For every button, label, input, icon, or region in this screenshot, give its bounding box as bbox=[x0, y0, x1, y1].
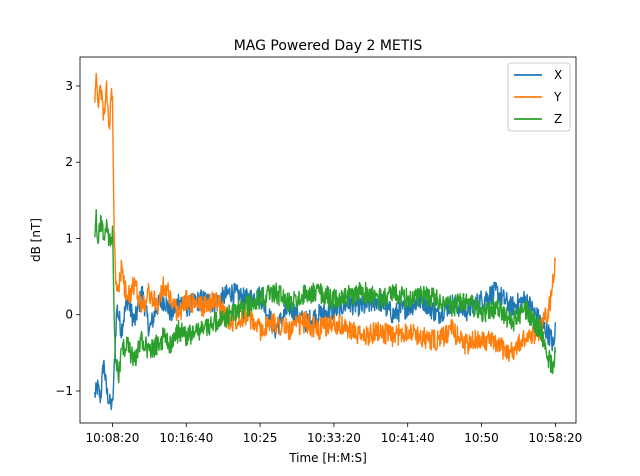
x-tick-label: 10:25 bbox=[243, 431, 278, 445]
y-tick-label: 1 bbox=[65, 231, 73, 245]
legend: XYZ bbox=[507, 62, 571, 132]
y-axis-label: dB [nT] bbox=[29, 218, 43, 262]
x-tick-label: 10:41:40 bbox=[381, 431, 435, 445]
chart-title: MAG Powered Day 2 METIS bbox=[234, 38, 423, 54]
series-line-z bbox=[94, 208, 556, 384]
x-tick-label: 10:16:40 bbox=[159, 431, 213, 445]
y-axis: −1 0 1 2 3 bbox=[55, 79, 80, 398]
x-tick-label: 10:33:20 bbox=[307, 431, 361, 445]
y-tick-label: 3 bbox=[65, 79, 73, 93]
legend-label-z: Z bbox=[554, 112, 562, 126]
y-tick-label: 2 bbox=[65, 155, 73, 169]
y-tick-label: 0 bbox=[65, 308, 73, 322]
legend-label-y: Y bbox=[553, 90, 562, 104]
series-line-y bbox=[94, 72, 556, 362]
x-tick-label: 10:50 bbox=[464, 431, 499, 445]
x-axis-label: Time [H:M:S] bbox=[288, 451, 367, 465]
plot-area bbox=[79, 56, 577, 424]
series-layer bbox=[94, 72, 556, 411]
x-axis: 10:08:20 10:16:40 10:25 10:33:20 10:41:40 10:… bbox=[86, 423, 582, 445]
axes-frame bbox=[79, 56, 577, 424]
x-tick-label: 10:08:20 bbox=[86, 431, 140, 445]
plot-background bbox=[80, 57, 576, 423]
x-tick-label: 10:58:20 bbox=[528, 431, 582, 445]
legend-label-x: X bbox=[554, 68, 562, 82]
y-tick-label: −1 bbox=[55, 384, 73, 398]
